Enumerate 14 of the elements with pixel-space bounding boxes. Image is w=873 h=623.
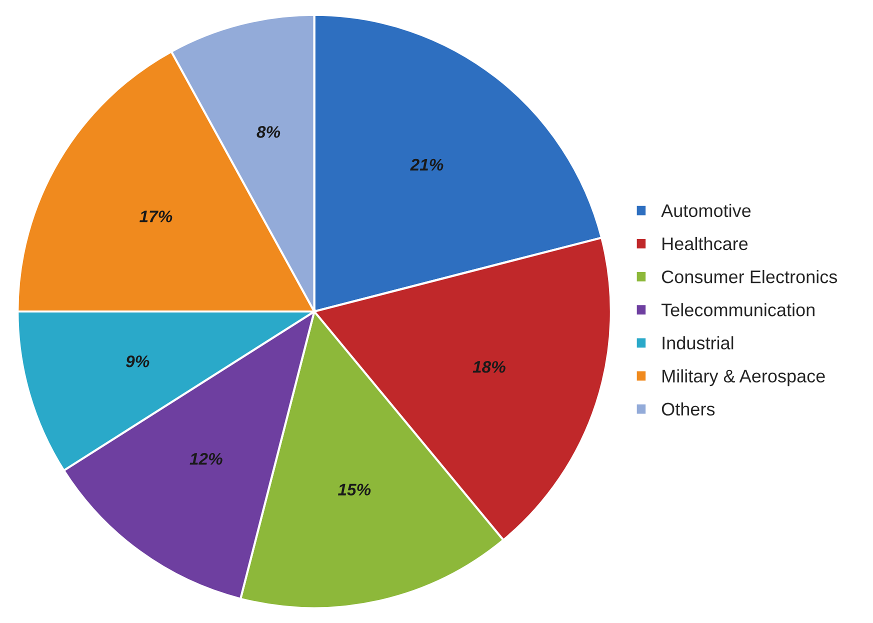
data-label: 8% [256,126,280,138]
legend-label: Military & Aerospace [662,369,825,386]
legend-label: Others [662,402,715,416]
legend-label: Healthcare [662,236,748,250]
legend-label: Consumer Electronics [662,270,838,284]
data-label: 15% [338,484,371,496]
data-label: 17% [140,210,172,222]
data-label: 18% [472,361,506,373]
legend-label: Industrial [662,336,734,350]
legend-label: Telecommunication [661,303,814,316]
legend-label: Automotive [661,204,751,218]
data-label: 12% [190,452,222,465]
data-label: 21% [410,158,444,171]
data-label: 9% [126,355,150,368]
